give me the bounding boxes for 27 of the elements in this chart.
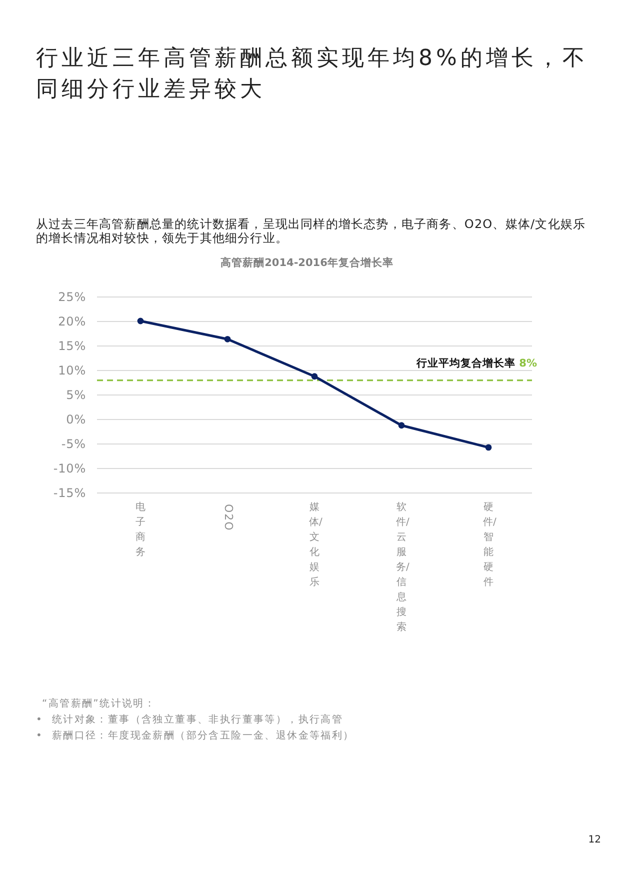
y-tick-label: 10% [58,364,86,378]
x-tick-label: 媒体/文化娱乐 [309,501,322,590]
chart-subtitle: 从过去三年高管薪酬总量的统计数据看，呈现出同样的增长态势，电子商务、O2O、媒体/文化娱乐的增长情况相对较快，领先于其他细分行业。 [36,217,587,245]
y-tick-label: -10% [53,462,86,476]
point [137,318,144,324]
x-tick-label: O2O [222,504,234,532]
text: “高管薪酬”统计说明： [42,698,156,710]
y-tick-label: -5% [61,437,86,451]
point [311,373,318,380]
y-tick-label: 15% [58,339,86,353]
chart-title: 行业近三年高管薪酬总额实现年均8%的增长，不同细分行业差异较大 [36,45,589,104]
x-tick-label: 电子商务 [135,500,146,560]
x-tick-label: 硬件/智能硬件 [483,501,496,590]
y-tick-label: 25% [58,290,86,304]
y-tick-label: 5% [66,388,86,402]
category-label: 软件/云服务/信息搜索 [396,502,410,633]
text: • 统计对象：董事（含独立董事、非执行董事等），执行高管 [36,714,344,726]
point [224,336,231,342]
point [485,444,492,451]
text: • 薪酬口径：年度现金薪酬（部分含五险一金、退休金等福利） [36,730,354,742]
text: 12 [588,834,601,846]
y-tick-label: -15% [53,486,86,500]
y-tick-label: 0% [66,412,86,426]
ref-line-label: 行业平均复合增长率 8% [416,356,538,370]
point [398,422,405,429]
y-tick-label: 20% [58,314,86,328]
text: 高管薪酬2014-2016年复合增长率 [220,256,394,269]
